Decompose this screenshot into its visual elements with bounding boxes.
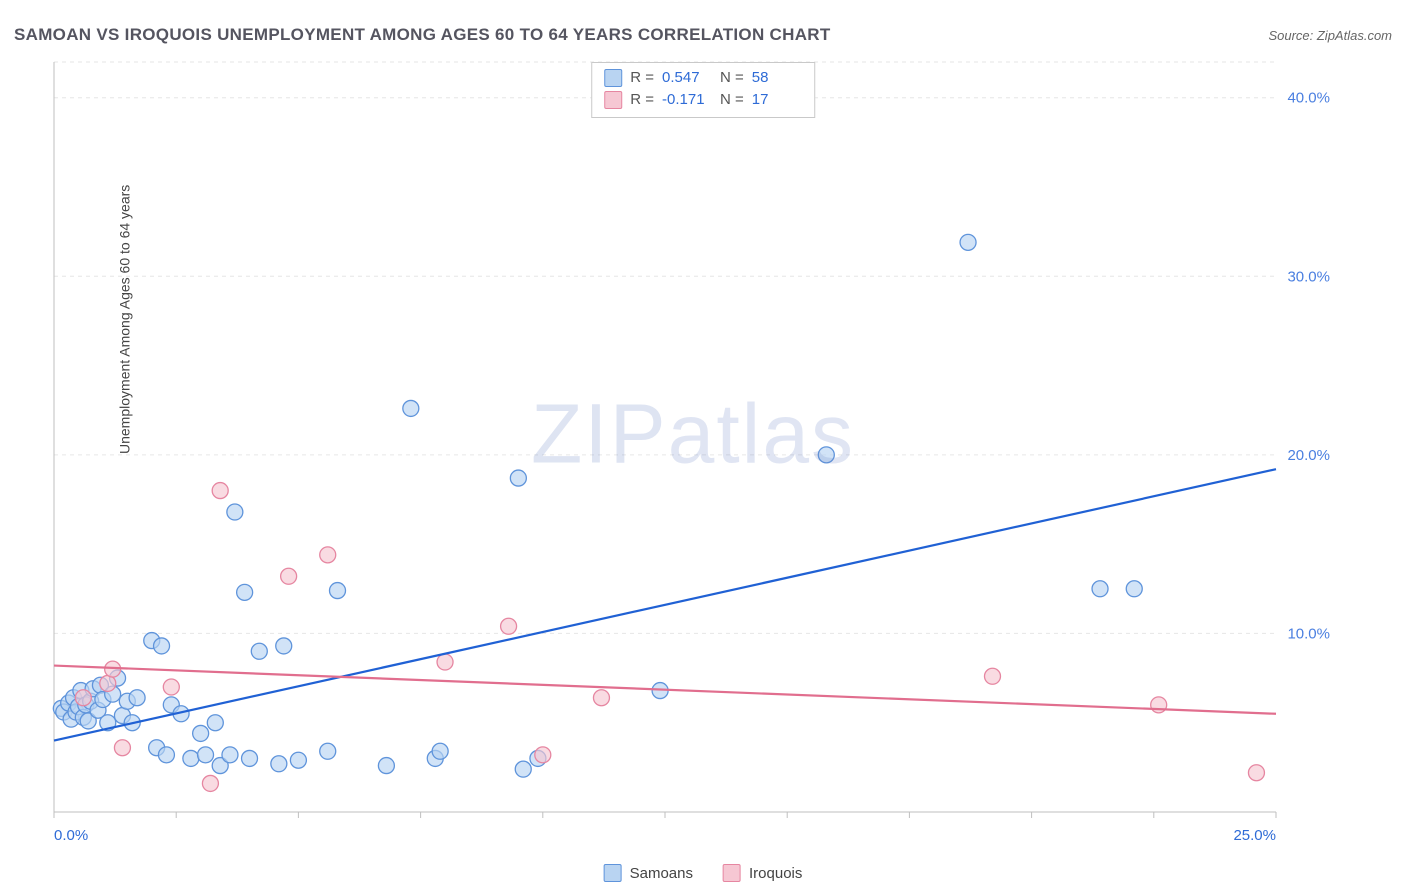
plot-area: 10.0%20.0%30.0%40.0%0.0%25.0% ZIPatlas xyxy=(50,58,1336,842)
svg-text:30.0%: 30.0% xyxy=(1287,268,1330,285)
legend-label-iroquois: Iroquois xyxy=(749,865,802,882)
swatch-samoans-icon xyxy=(604,69,622,87)
svg-text:40.0%: 40.0% xyxy=(1287,90,1330,107)
swatch-samoans-icon xyxy=(604,864,622,882)
svg-text:10.0%: 10.0% xyxy=(1287,625,1330,642)
legend-label-samoans: Samoans xyxy=(630,865,693,882)
r-value-samoans: 0.547 xyxy=(662,67,712,89)
bottom-legend: Samoans Iroquois xyxy=(604,864,803,882)
svg-text:25.0%: 25.0% xyxy=(1233,827,1276,842)
legend-item-iroquois: Iroquois xyxy=(723,864,802,882)
stats-row-samoans: R = 0.547 N = 58 xyxy=(604,67,802,89)
legend-item-samoans: Samoans xyxy=(604,864,693,882)
r-value-iroquois: -0.171 xyxy=(662,89,712,111)
n-value-samoans: 58 xyxy=(752,67,802,89)
n-value-iroquois: 17 xyxy=(752,89,802,111)
chart-title: SAMOAN VS IROQUOIS UNEMPLOYMENT AMONG AG… xyxy=(14,25,831,45)
source-label: Source: ZipAtlas.com xyxy=(1268,28,1392,43)
stats-row-iroquois: R = -0.171 N = 17 xyxy=(604,89,802,111)
stats-legend-box: R = 0.547 N = 58 R = -0.171 N = 17 xyxy=(591,62,815,118)
swatch-iroquois-icon xyxy=(604,91,622,109)
svg-text:0.0%: 0.0% xyxy=(54,827,88,842)
swatch-iroquois-icon xyxy=(723,864,741,882)
scatter-plot-svg: 10.0% 20.0% 30.0% 40.0% 0.0% 25.0% xyxy=(50,58,1336,842)
svg-text:20.0%: 20.0% xyxy=(1287,447,1330,464)
